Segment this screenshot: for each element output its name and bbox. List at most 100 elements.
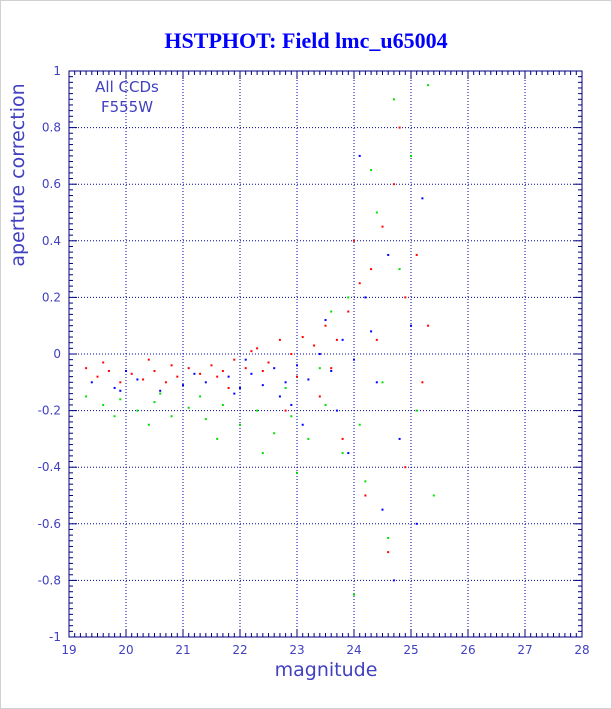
- data-point: [318, 395, 321, 398]
- data-point: [233, 358, 236, 361]
- y-tick-label: 1: [53, 64, 61, 78]
- data-point: [199, 372, 202, 375]
- data-point: [347, 310, 350, 313]
- data-point: [392, 98, 395, 101]
- data-point: [410, 154, 412, 157]
- data-point: [216, 437, 219, 440]
- data-point: [358, 423, 361, 426]
- data-point: [375, 211, 378, 214]
- chart-title: HSTPHOT: Field lmc_u65004: [164, 28, 447, 53]
- data-point: [387, 551, 390, 554]
- x-tick-label: 28: [574, 643, 589, 657]
- scatter-points: [85, 84, 435, 596]
- y-tick-label: -0.4: [38, 460, 61, 474]
- data-point: [375, 381, 378, 384]
- data-point: [170, 364, 173, 367]
- x-tick-label: 21: [175, 643, 190, 657]
- data-point: [187, 367, 190, 370]
- data-point: [164, 381, 167, 384]
- y-tick-label: 0.8: [42, 121, 61, 135]
- x-tick-label: 22: [232, 643, 247, 657]
- data-point: [432, 494, 435, 497]
- data-point: [370, 169, 373, 172]
- data-point: [125, 369, 127, 372]
- y-tick-label: -0.6: [38, 517, 61, 531]
- data-point: [296, 364, 298, 367]
- x-tick-label: 20: [118, 643, 133, 657]
- data-point: [159, 389, 162, 392]
- data-point: [381, 381, 384, 384]
- data-point: [290, 415, 293, 418]
- data-point: [404, 466, 407, 469]
- data-point: [421, 197, 424, 200]
- data-point: [119, 398, 122, 401]
- data-point: [210, 364, 213, 367]
- data-point: [187, 406, 190, 409]
- data-point: [347, 296, 350, 299]
- data-point: [273, 367, 276, 370]
- data-point: [176, 375, 179, 378]
- data-point: [410, 324, 412, 327]
- data-point: [250, 350, 253, 353]
- data-point: [296, 471, 298, 474]
- data-point: [170, 415, 173, 418]
- data-point: [330, 369, 333, 372]
- data-point: [182, 384, 184, 387]
- data-point: [415, 522, 418, 525]
- y-tick-label: 0.2: [42, 290, 61, 304]
- data-point: [90, 381, 93, 384]
- data-point: [102, 403, 105, 406]
- data-point: [415, 253, 418, 256]
- data-point: [335, 409, 338, 412]
- data-point: [353, 239, 355, 242]
- data-point: [278, 338, 281, 341]
- x-tick-label: 25: [403, 643, 418, 657]
- data-point: [324, 319, 327, 322]
- data-point: [364, 296, 367, 299]
- legend-line-2: F555W: [101, 98, 153, 116]
- data-point: [261, 369, 264, 372]
- data-point: [307, 378, 310, 381]
- data-point: [358, 282, 361, 285]
- y-tick-label: 0: [53, 347, 61, 361]
- data-point: [261, 452, 264, 455]
- data-point: [387, 536, 390, 539]
- data-point: [85, 395, 88, 398]
- data-point: [375, 338, 378, 341]
- grid-lines: [68, 70, 583, 638]
- data-point: [244, 358, 247, 361]
- y-axis-label: aperture correction: [7, 83, 29, 266]
- data-point: [296, 375, 298, 378]
- data-point: [113, 386, 116, 389]
- data-point: [278, 395, 281, 398]
- x-axis-label: magnitude: [275, 659, 378, 681]
- data-point: [142, 378, 145, 381]
- data-point: [341, 338, 344, 341]
- data-point: [318, 353, 321, 355]
- data-point: [267, 361, 270, 364]
- x-tick-label: 27: [517, 643, 532, 657]
- data-point: [273, 432, 276, 435]
- data-point: [204, 418, 207, 421]
- data-point: [324, 403, 327, 406]
- data-point: [113, 415, 116, 418]
- data-point: [381, 225, 384, 228]
- data-point: [256, 409, 259, 412]
- data-point: [427, 324, 430, 327]
- data-point: [353, 358, 355, 361]
- data-point: [364, 480, 367, 483]
- y-tick-label: 0.4: [42, 234, 61, 248]
- x-tick-label: 23: [289, 643, 304, 657]
- data-point: [221, 403, 224, 406]
- data-point: [353, 593, 355, 596]
- data-point: [398, 268, 401, 271]
- data-point: [301, 336, 304, 339]
- data-point: [147, 358, 150, 361]
- data-point: [96, 375, 99, 378]
- data-point: [256, 347, 259, 350]
- data-point: [358, 154, 361, 157]
- data-point: [330, 310, 333, 313]
- data-point: [404, 296, 407, 299]
- x-tick-label: 24: [346, 643, 361, 657]
